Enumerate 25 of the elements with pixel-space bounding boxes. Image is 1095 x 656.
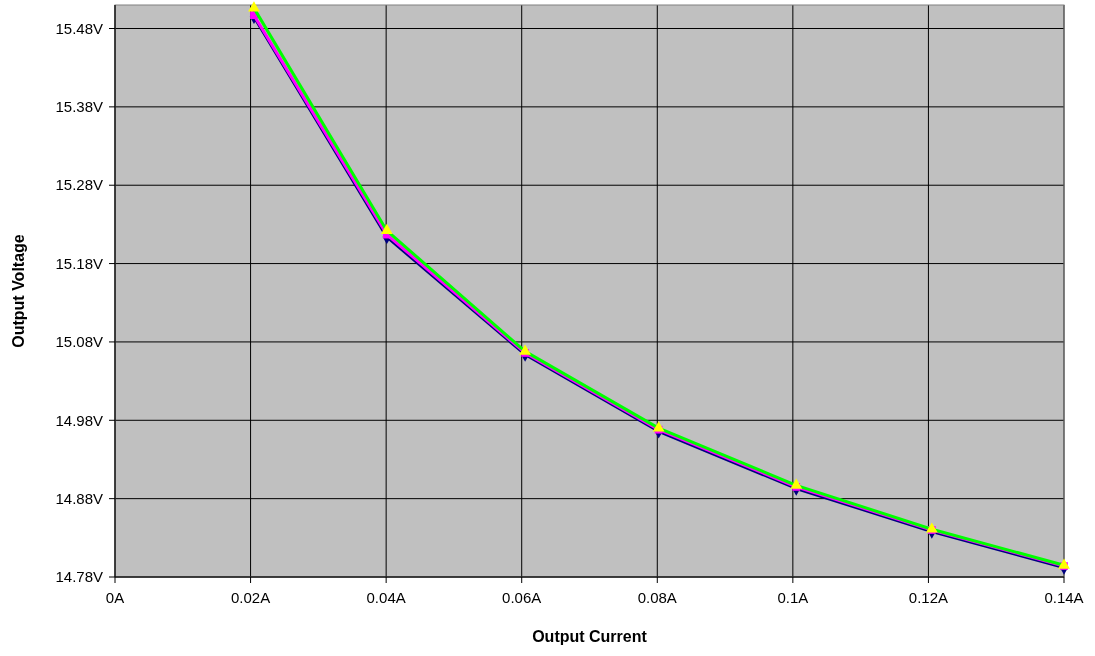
point xyxy=(925,522,938,533)
point xyxy=(652,421,665,432)
x-tick-label: 0.04A xyxy=(366,589,406,606)
point xyxy=(790,478,803,489)
x-tick-label: 0.08A xyxy=(637,589,677,606)
y-tick-label: 14.98V xyxy=(55,411,103,429)
y-tick-label: 15.28V xyxy=(55,176,103,194)
x-axis-title: Output Current xyxy=(532,628,648,645)
x-tick-label: 0.1A xyxy=(777,589,809,606)
point xyxy=(1058,558,1070,569)
x-tick-label: 0.12A xyxy=(908,589,949,606)
x-tick-label: 0A xyxy=(105,589,125,606)
y-tick-label: 15.18V xyxy=(55,254,103,272)
point xyxy=(380,223,393,235)
x-tick-label: 0.14A xyxy=(1044,589,1084,606)
y-tick-label: 14.78V xyxy=(55,568,103,586)
y-tick-label: 15.48V xyxy=(55,19,103,37)
y-tick-label: 14.88V xyxy=(55,489,103,507)
x-tick-label: 0.06A xyxy=(502,589,542,606)
y-axis-title: Output Voltage xyxy=(10,234,27,348)
x-tick-label: 0.02A xyxy=(230,589,271,606)
point xyxy=(248,1,260,12)
point xyxy=(519,344,531,355)
y-tick-label: 15.08V xyxy=(55,333,103,351)
y-tick-label: 15.38V xyxy=(55,98,103,116)
